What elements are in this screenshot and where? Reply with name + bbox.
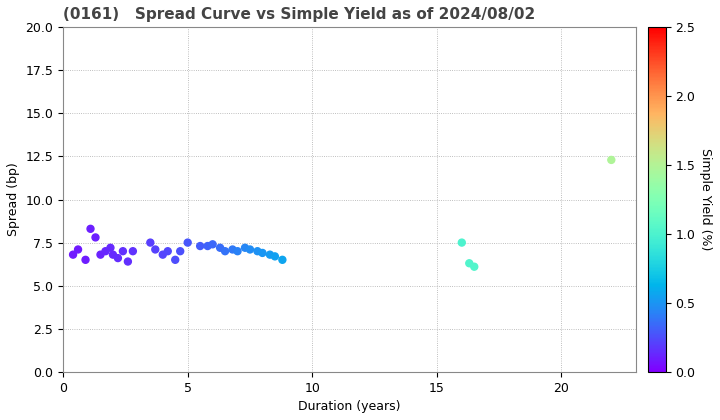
- Point: [464, 260, 475, 267]
- Point: [469, 263, 480, 270]
- Point: [276, 257, 288, 263]
- Point: [264, 251, 276, 258]
- Point: [90, 234, 102, 241]
- Point: [99, 248, 111, 255]
- Point: [80, 257, 91, 263]
- Point: [117, 248, 129, 255]
- Point: [95, 251, 107, 258]
- Point: [122, 258, 134, 265]
- Point: [252, 248, 264, 255]
- Point: [269, 253, 281, 260]
- Point: [456, 239, 467, 246]
- Point: [182, 239, 194, 246]
- Point: [244, 246, 256, 253]
- Point: [157, 251, 168, 258]
- Point: [127, 248, 139, 255]
- Point: [162, 248, 174, 255]
- Point: [150, 246, 161, 253]
- Text: (0161)   Spread Curve vs Simple Yield as of 2024/08/02: (0161) Spread Curve vs Simple Yield as o…: [63, 7, 536, 22]
- Point: [67, 251, 78, 258]
- Point: [104, 244, 116, 251]
- Point: [107, 251, 119, 258]
- Point: [145, 239, 156, 246]
- X-axis label: Duration (years): Duration (years): [298, 400, 401, 413]
- Point: [227, 246, 238, 253]
- Point: [174, 248, 186, 255]
- Point: [194, 243, 206, 249]
- Point: [207, 241, 218, 248]
- Point: [85, 226, 96, 232]
- Point: [220, 248, 231, 255]
- Point: [112, 255, 124, 262]
- Point: [257, 249, 269, 256]
- Point: [606, 157, 617, 163]
- Point: [72, 246, 84, 253]
- Y-axis label: Simple Yield (%): Simple Yield (%): [699, 148, 712, 251]
- Y-axis label: Spread (bp): Spread (bp): [7, 163, 20, 236]
- Point: [169, 257, 181, 263]
- Point: [202, 243, 213, 249]
- Point: [239, 244, 251, 251]
- Point: [215, 244, 226, 251]
- Point: [232, 248, 243, 255]
